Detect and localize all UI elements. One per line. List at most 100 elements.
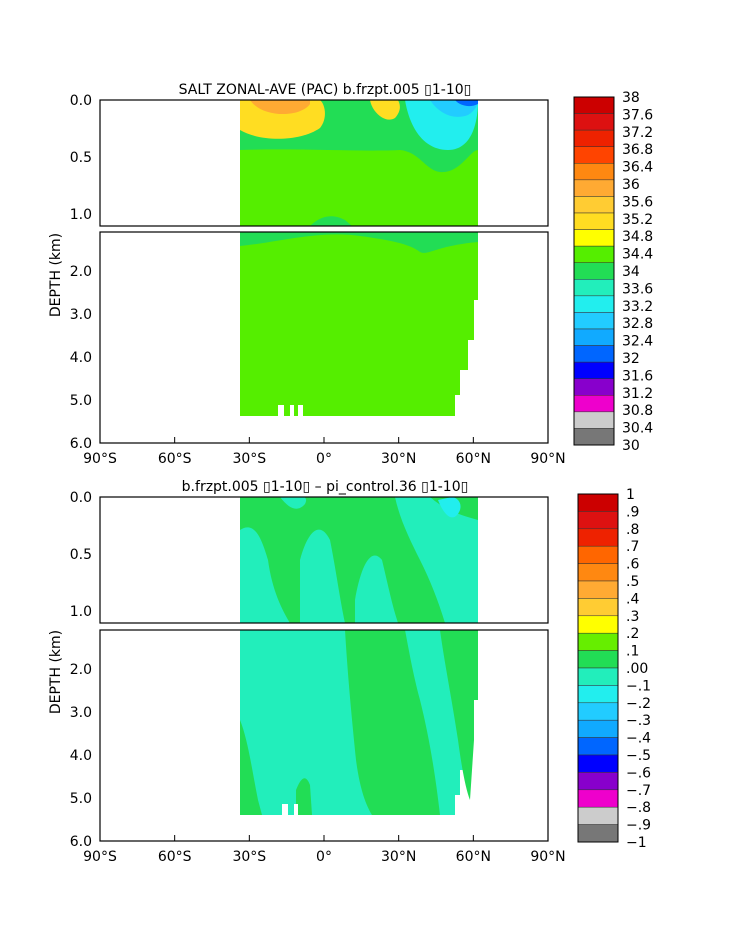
- colorbar-swatch: [577, 632, 619, 651]
- x-tick-label: 90°S: [83, 849, 117, 865]
- y-tick-label: 6.0: [70, 834, 92, 850]
- upper-deep-fresh: [240, 232, 478, 253]
- colorbar-label: −.4: [626, 731, 651, 747]
- colorbar-label: −1: [626, 835, 647, 851]
- positive-deep-band: [345, 630, 440, 815]
- colorbar-label: .7: [626, 539, 639, 555]
- colorbar-label: 37.6: [622, 107, 653, 123]
- colorbar-label: .5: [626, 574, 639, 590]
- y-tick-label: 2.0: [70, 264, 92, 280]
- colorbar-frame: [573, 96, 615, 446]
- colorbar-label: −.2: [626, 696, 651, 712]
- positive-deep-band: [440, 630, 478, 800]
- colorbar-label: .9: [626, 504, 639, 520]
- colorbar-label: .3: [626, 609, 639, 625]
- colorbar-swatch: [577, 493, 619, 512]
- colorbar-label: −.1: [626, 678, 651, 694]
- x-tick-label: 30°N: [381, 451, 416, 467]
- x-tick-label: 90°N: [530, 451, 565, 467]
- colorbar-swatch: [577, 667, 619, 686]
- colorbar-label: .4: [626, 591, 639, 607]
- negative-anomaly-region: [395, 497, 478, 623]
- panel-title: b.frzpt.005 ▯1-10▯ – pi_control.36 ▯1-10…: [182, 479, 469, 495]
- lower-section-fill: [240, 232, 478, 416]
- land-mask-north: [478, 497, 548, 623]
- colorbar-label: 34.4: [622, 247, 653, 263]
- colorbar-swatch: [573, 245, 615, 263]
- y-tick-label: 4.0: [70, 748, 92, 764]
- upper-section-fill: [240, 100, 548, 226]
- y-tick-label: 0.0: [70, 93, 92, 109]
- salinity-colorbar: 3837.637.236.836.43635.635.234.834.43433…: [573, 90, 653, 454]
- x-tick-label: 90°S: [83, 451, 117, 467]
- upper-frame: [99, 99, 549, 227]
- salinity-panel: SALT ZONAL-AVE (PAC) b.frzpt.005 ▯1-10▯: [48, 82, 653, 467]
- colorbar-label: .1: [626, 644, 639, 660]
- colorbar-swatch: [573, 96, 615, 114]
- colorbar-swatch: [573, 411, 615, 429]
- colorbar-swatch: [573, 279, 615, 297]
- y-tick-label: 6.0: [70, 436, 92, 452]
- colorbar-label: 30.4: [622, 421, 653, 437]
- colorbar-label: 1: [626, 487, 635, 503]
- colorbar-swatch: [573, 361, 615, 379]
- y-tick-label: 5.0: [70, 791, 92, 807]
- colorbar-swatch: [577, 806, 619, 825]
- colorbar-swatch: [577, 789, 619, 808]
- intermediate-bump: [310, 216, 352, 226]
- colorbar-label: .6: [626, 557, 639, 573]
- colorbar-swatch: [577, 615, 619, 634]
- gap-2: [290, 405, 294, 416]
- colorbar-label: −.6: [626, 765, 651, 781]
- colorbar-label: .2: [626, 626, 639, 642]
- colorbar-swatch: [573, 113, 615, 131]
- colorbar-swatch: [573, 345, 615, 363]
- x-tick-label: 30°S: [232, 451, 266, 467]
- colorbar-label: 34: [622, 264, 640, 280]
- north-salty-region: [370, 100, 400, 120]
- colorbar-label: 33.6: [622, 281, 653, 297]
- y-tick-label: 1.0: [70, 604, 92, 620]
- gap-1: [282, 804, 288, 815]
- x-tick-label: 30°N: [381, 849, 416, 865]
- negative-anomaly-region: [355, 555, 398, 623]
- colorbar-swatch: [573, 295, 615, 313]
- colorbar-swatch: [577, 580, 619, 599]
- colorbar-label: −.3: [626, 713, 651, 729]
- positive-deep-band: [296, 778, 312, 815]
- colorbar-label: 33.2: [622, 299, 653, 315]
- y-tick-label: 5.0: [70, 393, 92, 409]
- y-tick-label: 0.5: [70, 547, 92, 563]
- colorbar-label: 34.8: [622, 229, 653, 245]
- colorbar-label: 30.8: [622, 403, 653, 419]
- negative-anomaly-region: [300, 529, 345, 623]
- colorbar-frame: [577, 493, 619, 843]
- panel-title: SALT ZONAL-AVE (PAC) b.frzpt.005 ▯1-10▯: [179, 82, 472, 98]
- south-salty-region: [240, 100, 325, 139]
- colorbar-swatch: [577, 563, 619, 582]
- subpolar-min-core: [455, 100, 478, 107]
- y-axis-label: DEPTH (km): [48, 630, 64, 714]
- colorbar-swatch: [573, 212, 615, 230]
- y-axis-label: DEPTH (km): [48, 233, 64, 317]
- colorbar-swatch: [577, 650, 619, 669]
- x-tick-label: 0°: [316, 849, 332, 865]
- colorbar-label: 32.4: [622, 334, 653, 350]
- south-saltier-core: [250, 100, 310, 115]
- y-tick-label: 2.0: [70, 662, 92, 678]
- deep-salinity-fill: [240, 232, 478, 416]
- colorbar-swatch: [573, 146, 615, 164]
- colorbar-swatch: [577, 754, 619, 773]
- colorbar-swatch: [577, 702, 619, 721]
- colorbar-label: 37.2: [622, 125, 653, 141]
- colorbar-label: −.8: [626, 800, 651, 816]
- colorbar-swatch: [573, 129, 615, 147]
- colorbar-label: −.5: [626, 748, 651, 764]
- gap-3: [298, 405, 303, 416]
- upper-frame: [99, 496, 549, 624]
- colorbar-label: 32.8: [622, 316, 653, 332]
- colorbar-label: 35.6: [622, 194, 653, 210]
- colorbar-swatch: [573, 229, 615, 247]
- gap-1: [278, 405, 284, 416]
